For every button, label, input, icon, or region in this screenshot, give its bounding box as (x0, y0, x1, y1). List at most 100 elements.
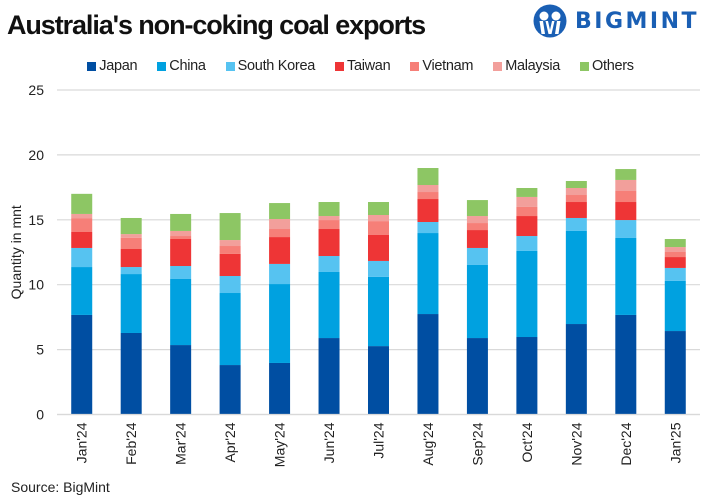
bar-segment-china (368, 276, 389, 347)
brand-name: BIGMINT (575, 8, 700, 34)
y-tick-label: 10 (28, 277, 44, 293)
legend-label: South Korea (237, 58, 316, 74)
bar-segment-malaysia (71, 213, 93, 219)
bar-segment-vietnam (120, 237, 142, 250)
bar-segment-south-korea (368, 260, 389, 277)
bar-segment-malaysia (565, 187, 587, 196)
legend-label: Taiwan (347, 58, 391, 74)
chart-plot: 0 5 10 15 20 25 Quantity in mnt Jan'24 Feb'24 Mar… (8, 82, 700, 467)
bar-segment-south-korea (615, 220, 637, 238)
bar-segment-malaysia (269, 219, 291, 230)
bar-stack (120, 217, 142, 415)
bar-segment-others (170, 213, 192, 231)
bar-stack (466, 200, 488, 415)
bar-segment-south-korea (170, 266, 192, 279)
legend-swatch (157, 61, 167, 71)
bar-segment-vietnam (516, 206, 538, 217)
chart-title: Australia's non-coking coal exports (7, 10, 426, 40)
bar-segment-south-korea (120, 267, 142, 275)
bar-segment-others (664, 239, 686, 248)
source-note: Source: BigMint (11, 479, 110, 495)
x-tick-label: Nov'24 (568, 422, 584, 465)
bar-segment-vietnam (565, 195, 587, 203)
bar-segment-taiwan (615, 202, 637, 221)
x-tick-label: Mar'24 (173, 422, 189, 465)
bar-segment-japan (219, 365, 241, 415)
bar-stack (368, 202, 389, 415)
legend-label: Japan (99, 58, 138, 74)
bar-segment-malaysia (466, 216, 488, 224)
x-tick-label: Sep'24 (469, 422, 485, 465)
bar-segment-others (615, 169, 637, 180)
bar-segment-south-korea (417, 222, 439, 234)
bar-segment-china (120, 274, 142, 333)
bar-segment-china (417, 233, 439, 315)
bar-stack (417, 168, 439, 415)
bar-stack (318, 202, 340, 415)
bar-segment-south-korea (466, 247, 488, 265)
bar-segment-vietnam (219, 246, 241, 254)
bar-segment-malaysia (516, 196, 538, 207)
bar-segment-others (417, 168, 439, 186)
legend-item-malaysia: Malaysia (493, 58, 560, 74)
bar-segment-others (269, 203, 291, 220)
x-tick-label: Jul'24 (371, 422, 387, 458)
x-tick-label: Aug'24 (420, 422, 436, 465)
bar-segment-china (615, 237, 637, 315)
y-tick-label: 15 (28, 212, 44, 228)
bar-segment-china (170, 278, 192, 346)
legend-swatch (87, 61, 97, 71)
bar-segment-malaysia (318, 216, 340, 221)
bar-stack (565, 180, 587, 415)
bar-segment-south-korea (565, 217, 587, 231)
legend-item-china: China (157, 58, 206, 74)
y-axis-label: Quantity in mnt (8, 205, 24, 299)
x-tick-label: Feb'24 (123, 422, 139, 465)
x-tick-label: Jan'25 (667, 422, 683, 463)
bar-segment-others (120, 217, 142, 235)
legend-item-others: Others (580, 58, 634, 74)
brand-logo: BIGMINT (533, 3, 699, 39)
x-tick-label: May'24 (272, 422, 288, 467)
x-tick-label: Apr'24 (222, 422, 238, 462)
bar-segment-japan (664, 331, 686, 415)
bar-segment-malaysia (120, 234, 142, 238)
x-tick-label: Jan'24 (74, 422, 90, 463)
bar-segment-japan (615, 314, 637, 415)
bar-segment-taiwan (565, 202, 587, 218)
bar-segment-south-korea (71, 247, 93, 268)
y-tick-label: 5 (36, 342, 44, 358)
bar-segment-others (219, 213, 241, 241)
bar-stack (219, 213, 241, 415)
bar-segment-japan (71, 314, 93, 415)
bar-stack (516, 187, 538, 415)
bar-segment-south-korea (318, 256, 340, 272)
bar-segment-japan (417, 314, 439, 415)
bar-segment-taiwan (318, 229, 340, 257)
x-tick-label: Oct'24 (519, 422, 535, 462)
legend-swatch (580, 61, 590, 71)
bar-segment-taiwan (368, 234, 389, 261)
bar-segment-china (269, 284, 291, 363)
legend-swatch (410, 61, 420, 71)
bar-segment-others (516, 187, 538, 197)
bar-segment-japan (516, 337, 538, 415)
bar-segment-malaysia (615, 179, 637, 191)
bar-segment-china (664, 280, 686, 332)
bar-segment-south-korea (516, 236, 538, 251)
bar-segment-taiwan (219, 253, 241, 277)
bar-segment-vietnam (664, 251, 686, 258)
bar-segment-vietnam (615, 190, 637, 203)
y-tick-label: 20 (28, 147, 44, 163)
bar-segment-malaysia (170, 230, 192, 237)
bar-segment-taiwan (417, 199, 439, 223)
legend-label: Vietnam (422, 58, 474, 74)
legend-swatch (225, 61, 235, 71)
bar-segment-vietnam (417, 192, 439, 200)
legend-item-taiwan: Taiwan (335, 58, 391, 74)
bar-segment-vietnam (318, 220, 340, 230)
bar-stack (615, 169, 637, 415)
legend-label: Malaysia (505, 58, 561, 74)
bar-segment-taiwan (516, 216, 538, 237)
bar-stack (71, 193, 93, 415)
